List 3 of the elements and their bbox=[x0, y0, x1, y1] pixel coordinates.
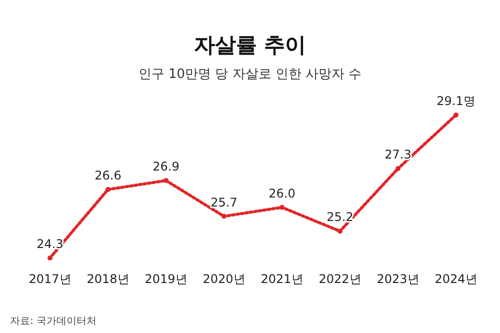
title: 자살률 추이 bbox=[194, 33, 306, 57]
annotation: 자료: 국가데이터처 bbox=[10, 316, 97, 327]
subtitle: 인구 10만명 당 자살로 인한 사망자 수 bbox=[138, 67, 362, 82]
